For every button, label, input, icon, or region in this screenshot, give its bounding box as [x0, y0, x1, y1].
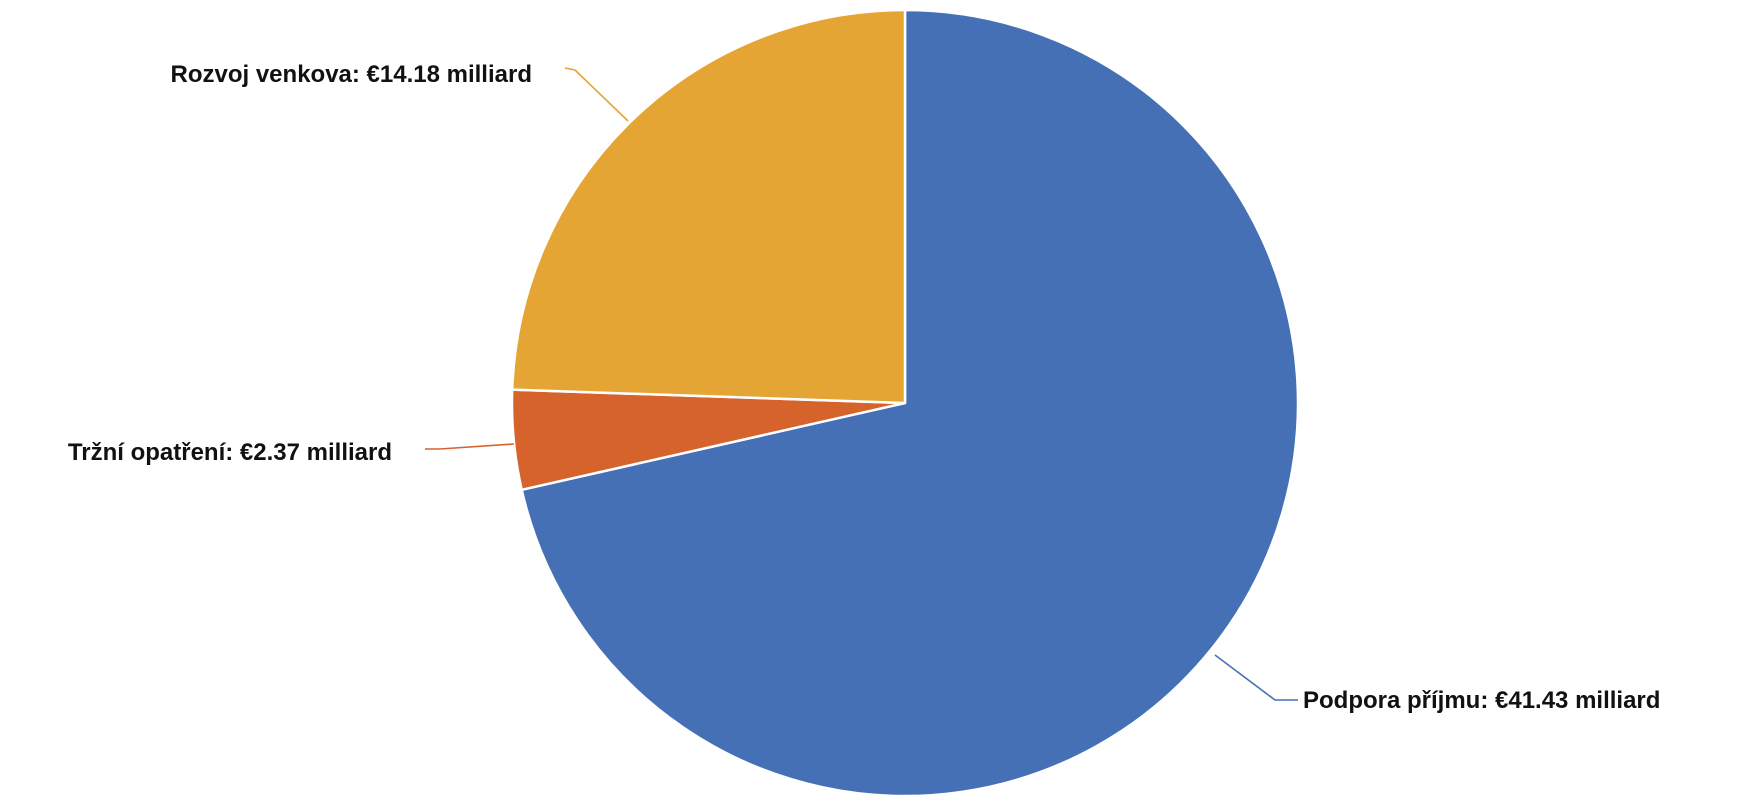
leader-lines-layer	[425, 67, 1298, 701]
slices-layer	[510, 8, 1300, 797]
pie-slice-rozvoj-venkova	[510, 8, 907, 405]
leader-line	[1214, 654, 1298, 701]
slice-label: Tržní opatření: €2.37 milliard	[68, 439, 392, 466]
leader-line	[564, 67, 629, 122]
labels-layer: Podpora příjmu: €41.43 milliard Tržní opa…	[68, 61, 1661, 714]
pie-slice-podpora-p-jmu	[520, 8, 1300, 797]
leader-line	[425, 443, 515, 450]
slice-label: Podpora příjmu: €41.43 milliard	[1303, 687, 1660, 714]
slice-label: Rozvoj venkova: €14.18 milliard	[171, 61, 533, 88]
